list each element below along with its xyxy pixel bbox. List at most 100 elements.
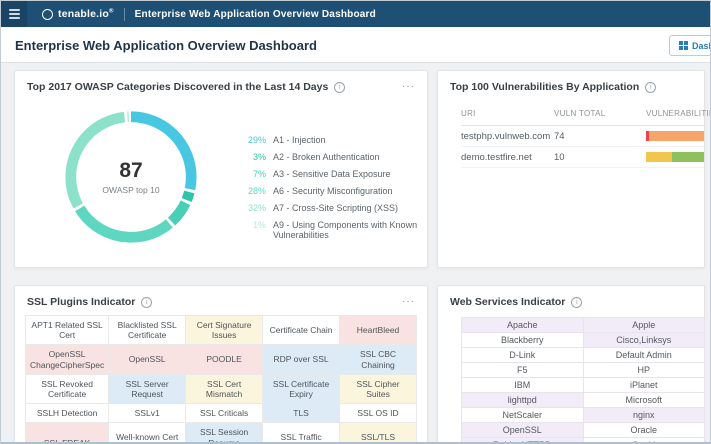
ssl-indicator-cell[interactable]: SSL Revoked Certificate — [26, 374, 110, 405]
ssl-indicator-cell[interactable]: SSL Criticals — [186, 404, 264, 424]
legend-percent: 3% — [252, 152, 266, 162]
ws-indicator-cell[interactable]: Oracle — [583, 423, 705, 438]
legend-item[interactable]: 28% A6 - Security Misconfiguration — [244, 186, 427, 196]
legend-item[interactable]: 32% A7 - Cross-Site Scripting (XSS) — [244, 203, 427, 213]
ssl-grid: APT1 Related SSL Cert Blacklisted SSL Cer… — [25, 315, 417, 444]
donut-segment-a1[interactable] — [65, 111, 197, 243]
menu-toggle-button[interactable] — [1, 1, 27, 27]
top-nav-bar: tenable.io® Enterprise Web Application O… — [1, 1, 710, 27]
severity-bar-segment — [671, 152, 704, 162]
ssl-indicator-cell[interactable]: SSL CBC Chaining — [340, 345, 417, 375]
card-menu-icon[interactable]: ··· — [402, 296, 415, 307]
ssl-indicator-cell[interactable]: SSL OS ID — [340, 404, 417, 424]
hamburger-icon — [8, 7, 20, 21]
ssl-indicator-cell[interactable]: SSL Cipher Suites — [340, 374, 417, 405]
ssl-indicator-cell[interactable]: SSLv1 — [109, 404, 187, 424]
dashboards-button-label: Dashboards — [692, 40, 711, 51]
vuln-total-cell: 74 — [554, 130, 565, 142]
brand-name: tenable.io® — [58, 8, 114, 20]
card-owasp-header: Top 2017 OWASP Categories Discovered in … — [15, 71, 427, 93]
ssl-indicator-cell[interactable]: APT1 Related SSL Cert — [26, 316, 110, 346]
legend-label: A1 - Injection — [273, 135, 326, 145]
legend-label: A3 - Sensitive Data Exposure — [273, 169, 391, 179]
card-ws-header: Web Services Indicator — [438, 286, 704, 308]
ws-indicator-cell[interactable]: NetScaler — [462, 408, 584, 423]
ssl-indicator-cell[interactable]: Blacklisted SSL Certificate — [109, 316, 187, 346]
ssl-indicator-cell[interactable]: Cert Signature Issues — [186, 316, 264, 346]
ssl-indicator-cell[interactable]: HeartBleed — [340, 316, 417, 346]
page-title: Enterprise Web Application Overview Dash… — [15, 38, 317, 53]
ws-indicator-cell[interactable]: HP — [583, 363, 705, 378]
vuln-table-row[interactable]: demo.testfire.net 10 — [461, 147, 704, 168]
ssl-indicator-cell[interactable]: SSL Cert Mismatch — [186, 374, 264, 405]
legend-item[interactable]: 1% A9 - Using Components with Known Vulne… — [244, 220, 427, 240]
ssl-indicator-cell[interactable]: OpenSSL — [109, 345, 187, 375]
legend-percent: 7% — [252, 169, 266, 179]
severity-bar[interactable] — [646, 131, 704, 141]
ssl-indicator-cell[interactable]: Well-known Cert Used — [109, 423, 187, 444]
card-menu-icon[interactable]: ··· — [402, 81, 415, 92]
ssl-indicator-cell[interactable]: SSLH Detection — [26, 404, 110, 424]
ws-indicator-cell[interactable]: D-Link — [462, 348, 584, 363]
ssl-indicator-cell[interactable]: OpenSSL ChangeCipherSpec — [26, 345, 110, 375]
donut-segment-a6[interactable] — [65, 111, 197, 243]
legend-percent: 28% — [247, 186, 266, 196]
ws-indicator-cell[interactable]: F5 — [462, 363, 584, 378]
legend-label: A7 - Cross-Site Scripting (XSS) — [273, 203, 399, 213]
legend-item[interactable]: 7% A3 - Sensitive Data Exposure — [244, 169, 427, 179]
ssl-indicator-cell[interactable]: RDP over SSL — [263, 345, 341, 375]
ws-indicator-cell[interactable]: Apple — [583, 318, 705, 333]
column-header: VULN TOTAL — [554, 109, 606, 118]
info-icon[interactable] — [571, 296, 583, 308]
ssl-indicator-cell[interactable]: SSL Traffic Detection — [263, 423, 341, 444]
ssl-indicator-cell[interactable]: Certificate Chain — [263, 316, 341, 346]
legend-item[interactable]: 29% A1 - Injection — [244, 135, 427, 145]
ws-indicator-cell[interactable]: RaidenHTTPD — [462, 438, 584, 444]
dashboards-button[interactable]: Dashboards — [669, 35, 711, 56]
donut-segment-a7[interactable] — [65, 111, 197, 243]
ws-indicator-cell[interactable]: Blackberry — [462, 333, 584, 348]
severity-bar[interactable] — [646, 152, 704, 162]
uri-cell[interactable]: testphp.vulnweb.com — [461, 130, 551, 142]
ws-indicator-cell[interactable]: IBM — [462, 378, 584, 393]
ws-indicator-cell[interactable]: OpenSSL — [462, 423, 584, 438]
legend-label: A2 - Broken Authentication — [273, 152, 380, 162]
ws-indicator-cell[interactable]: Squid — [583, 438, 705, 444]
info-icon[interactable] — [334, 81, 346, 93]
vuln-total-cell: 10 — [554, 151, 565, 163]
ssl-indicator-cell[interactable]: SSL FREAK — [26, 423, 110, 444]
owasp-donut-chart: 87 OWASP top 10 — [63, 109, 199, 245]
ws-indicator-cell[interactable]: Apache — [462, 318, 584, 333]
dashboard-grid-icon — [679, 41, 688, 50]
top100-header-row: URI VULN TOTAL VULNERABILITIES — [461, 109, 711, 126]
card-top100: Top 100 Vulnerabilities By Application U… — [437, 70, 711, 268]
severity-bar-segment — [648, 131, 704, 141]
ssl-indicator-cell[interactable]: SSL/TLS Renegotiation — [340, 423, 417, 444]
ssl-indicator-cell[interactable]: SSL Certificate Expiry — [263, 374, 341, 405]
info-icon[interactable] — [141, 296, 153, 308]
info-icon[interactable] — [645, 81, 657, 93]
card-owasp: Top 2017 OWASP Categories Discovered in … — [14, 70, 428, 268]
ws-indicator-cell[interactable]: Cisco,Linksys — [583, 333, 705, 348]
vuln-table-row[interactable]: testphp.vulnweb.com 74 — [461, 126, 704, 147]
ssl-indicator-cell[interactable]: SSL Server Request — [109, 374, 187, 405]
legend-item[interactable]: 3% A2 - Broken Authentication — [244, 152, 427, 162]
card-ssl-header: SSL Plugins Indicator ··· — [15, 286, 427, 308]
card-ssl: SSL Plugins Indicator ··· APT1 Related S… — [14, 285, 428, 444]
ssl-indicator-cell[interactable]: SSL Session Resume Supported — [186, 423, 264, 444]
uri-cell[interactable]: demo.testfire.net — [461, 151, 532, 163]
card-ws: Web Services Indicator ApacheAppleBlackb… — [437, 285, 705, 444]
ws-indicator-cell[interactable]: lighttpd — [462, 393, 584, 408]
ws-indicator-cell[interactable]: iPlanet — [583, 378, 705, 393]
owasp-donut-svg — [65, 111, 197, 243]
legend-percent: 1% — [252, 220, 266, 230]
tenable-logo[interactable]: tenable.io® — [42, 8, 114, 20]
tenable-circle-icon — [42, 8, 53, 20]
ws-indicator-cell[interactable]: Default Admin — [583, 348, 705, 363]
ssl-indicator-cell[interactable]: TLS — [263, 404, 341, 424]
page-header: Enterprise Web Application Overview Dash… — [1, 27, 711, 63]
ws-indicator-cell[interactable]: Microsoft — [583, 393, 705, 408]
ssl-indicator-cell[interactable]: POODLE — [186, 345, 264, 375]
ws-indicator-cell[interactable]: nginx — [583, 408, 705, 423]
